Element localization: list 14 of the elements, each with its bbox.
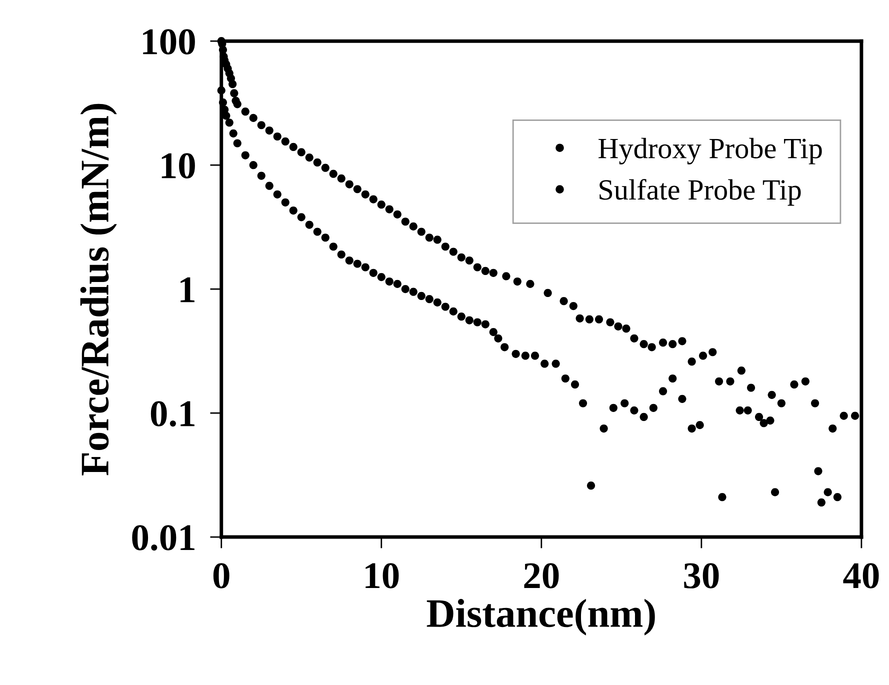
- legend-label: Hydroxy Probe Tip: [598, 138, 822, 164]
- x-tick-label: 10: [366, 563, 399, 588]
- y-tick-label: 10: [162, 153, 195, 178]
- legend-label: Sulfate Probe Tip: [600, 178, 801, 206]
- x-tick-label: 0: [213, 563, 230, 588]
- y-axis-title: Force/Radius (mN/m): [80, 104, 117, 476]
- y-tick-label: 100: [143, 29, 195, 54]
- y-tick-label: 0.01: [132, 525, 194, 551]
- x-tick-label: 20: [524, 563, 559, 588]
- y-tick-label: 0.1: [150, 401, 194, 427]
- y-tick-label: 1: [180, 277, 194, 302]
- x-tick-label: 30: [684, 563, 719, 588]
- x-tick-label: 40: [843, 563, 879, 588]
- x-axis-title: Distance(nm): [426, 598, 655, 636]
